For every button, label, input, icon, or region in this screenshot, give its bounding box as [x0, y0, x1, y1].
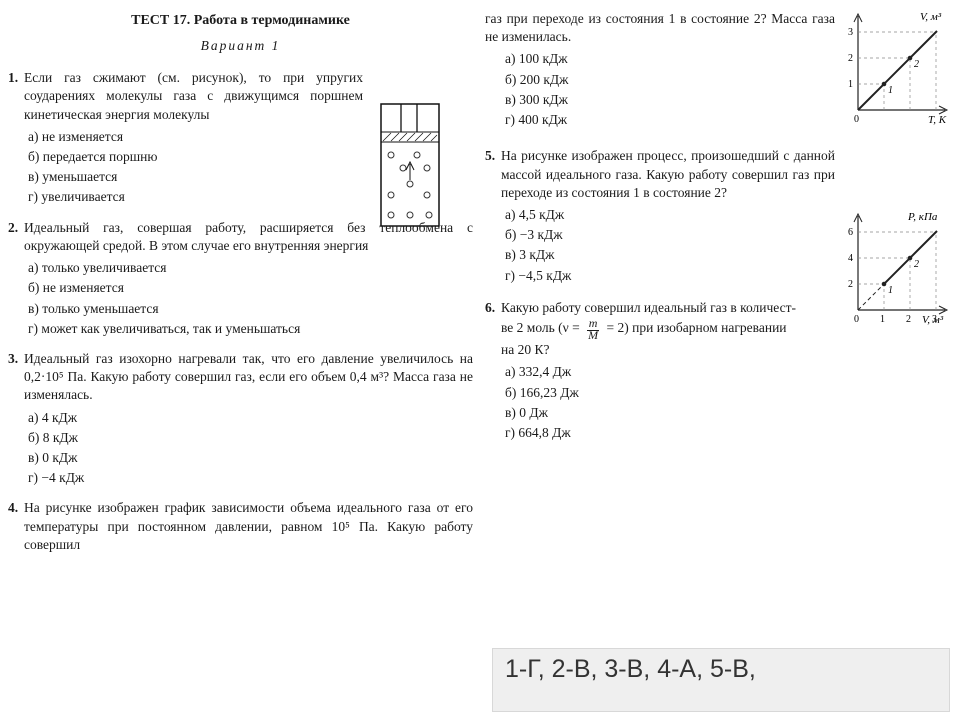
q6-text-mid2: = 2) при изобарном нагревании [603, 320, 786, 335]
right-column: 1 2 1 2 3 0 V, м³ T, К [485, 10, 950, 566]
g2-p2: 2 [914, 259, 919, 270]
g2-ylabel: P, кПа [907, 211, 938, 223]
svg-text:6: 6 [848, 227, 853, 238]
q3-opt-b: б) 8 кДж [28, 429, 473, 447]
q2-opt-b: б) не изменяется [28, 279, 473, 297]
q2-opt-a: а) только увеличивается [28, 259, 473, 277]
svg-text:2: 2 [848, 53, 853, 64]
left-column: ТЕСТ 17. Работа в термодинамике Вариант … [8, 10, 473, 566]
svg-text:1: 1 [848, 79, 853, 90]
q1-text: Если газ сжимают (см. рисунок), то при у… [24, 70, 363, 121]
q3-opt-a: а) 4 кДж [28, 409, 473, 427]
test-title: ТЕСТ 17. Работа в термодинамике [8, 12, 473, 31]
q3-text: Идеальный газ изохорно нагревали так, чт… [24, 351, 473, 402]
question-4: 4.На рисунке изображен график зависимост… [8, 499, 473, 554]
q2-text: Идеальный газ, совершая работу, расширяе… [24, 220, 473, 253]
variant-label: Вариант 1 [8, 37, 473, 55]
q2-opt-d: г) может как увеличиваться, так и уменьш… [28, 320, 473, 338]
q3-opt-d: г) −4 кДж [28, 469, 473, 487]
q6-text-mid1: ве 2 моль (ν = [501, 320, 583, 335]
q4cont-text: газ при переходе из состояния 1 в состоя… [485, 11, 835, 44]
q4-text: На рисунке изображен график зависимости … [24, 500, 473, 551]
question-3: 3.Идеальный газ изохорно нагревали так, … [8, 350, 473, 488]
g1-p1: 1 [888, 85, 893, 96]
q6-text-post: на 20 К? [501, 342, 549, 357]
q5-text: На рисунке изображен процесс, произошедш… [501, 148, 835, 199]
q6-opt-c: в) 0 Дж [505, 404, 950, 422]
answer-text: 1-Г, 2-В, 3-В, 4-А, 5-В, [505, 655, 756, 683]
g1-p2: 2 [914, 59, 919, 70]
answer-key: 1-Г, 2-В, 3-В, 4-А, 5-В, [492, 648, 950, 712]
g2-p1: 1 [888, 285, 893, 296]
question-2: 2.Идеальный газ, совершая работу, расшир… [8, 219, 473, 338]
fraction-m-over-M: mM [586, 317, 600, 341]
q6-opt-a: а) 332,4 Дж [505, 363, 950, 381]
q6-text-pre: Какую работу совершил идеальный газ в ко… [501, 300, 796, 315]
q6-opt-b: б) 166,23 Дж [505, 384, 950, 402]
q3-opt-c: в) 0 кДж [28, 449, 473, 467]
q2-opt-c: в) только уменьшается [28, 300, 473, 318]
title-name: Работа в термодинамике [194, 13, 350, 28]
title-number: ТЕСТ 17. [131, 13, 190, 28]
svg-text:2: 2 [848, 279, 853, 290]
question-6: 6. Какую работу совершил идеальный газ в… [485, 299, 950, 442]
svg-text:0: 0 [854, 114, 859, 125]
g1-xlabel: T, К [928, 114, 947, 126]
svg-text:4: 4 [848, 253, 853, 264]
q6-opt-d: г) 664,8 Дж [505, 424, 950, 442]
